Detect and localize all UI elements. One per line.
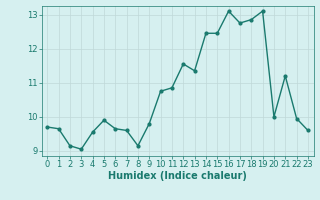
X-axis label: Humidex (Indice chaleur): Humidex (Indice chaleur) xyxy=(108,171,247,181)
